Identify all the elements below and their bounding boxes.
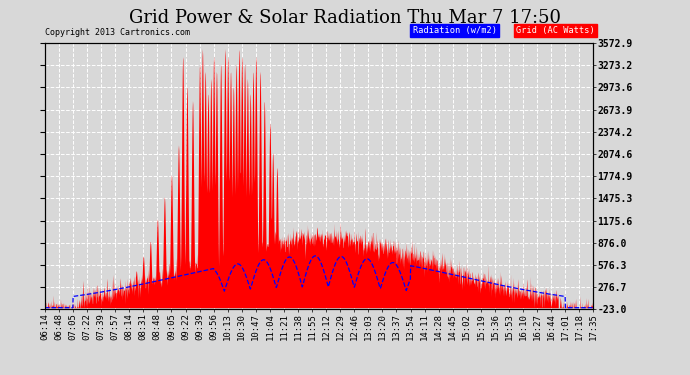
Text: Copyright 2013 Cartronics.com: Copyright 2013 Cartronics.com: [45, 28, 190, 37]
Text: Grid (AC Watts): Grid (AC Watts): [516, 26, 595, 35]
Text: Grid Power & Solar Radiation Thu Mar 7 17:50: Grid Power & Solar Radiation Thu Mar 7 1…: [129, 9, 561, 27]
Text: Radiation (w/m2): Radiation (w/m2): [413, 26, 497, 35]
